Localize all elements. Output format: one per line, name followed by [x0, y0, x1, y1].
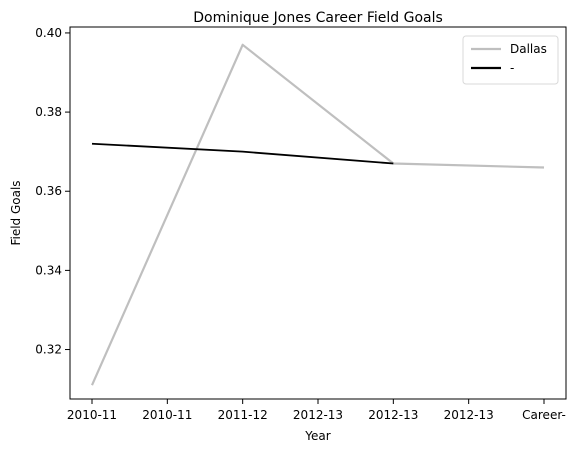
- x-tick-label: 2012-13: [444, 408, 494, 422]
- legend: Dallas -: [462, 35, 559, 85]
- y-axis: 0.32 0.34 0.36 0.38 0.40: [35, 26, 70, 357]
- y-tick-label: 0.38: [35, 105, 62, 119]
- legend-label-dallas: Dallas: [510, 42, 547, 56]
- x-tick-label: 2010-11: [67, 408, 117, 422]
- x-tick-label: 2011-12: [218, 408, 268, 422]
- y-axis-label: Field Goals: [9, 180, 23, 245]
- y-tick-label: 0.36: [35, 184, 62, 198]
- chart-title: Dominique Jones Career Field Goals: [193, 10, 443, 26]
- plot-area: [90, 43, 545, 386]
- series-line-dallas: [90, 43, 545, 386]
- x-tick-label: 2010-11: [142, 408, 192, 422]
- legend-label-dash: -: [510, 61, 514, 75]
- series-layer: [90, 43, 545, 386]
- x-axis-label: Year: [304, 429, 330, 443]
- x-axis: 2010-11 2010-11 2011-12 2012-13 2012-13 2012-…: [67, 399, 566, 422]
- x-tick-label: 2012-13: [293, 408, 343, 422]
- x-tick-label: 2012-13: [368, 408, 418, 422]
- y-tick-label: 0.34: [35, 263, 62, 277]
- series-line-dash: [91, 142, 394, 165]
- y-tick-label: 0.40: [35, 26, 62, 40]
- x-tick-label: Career-: [522, 408, 566, 422]
- y-tick-label: 0.32: [35, 343, 62, 357]
